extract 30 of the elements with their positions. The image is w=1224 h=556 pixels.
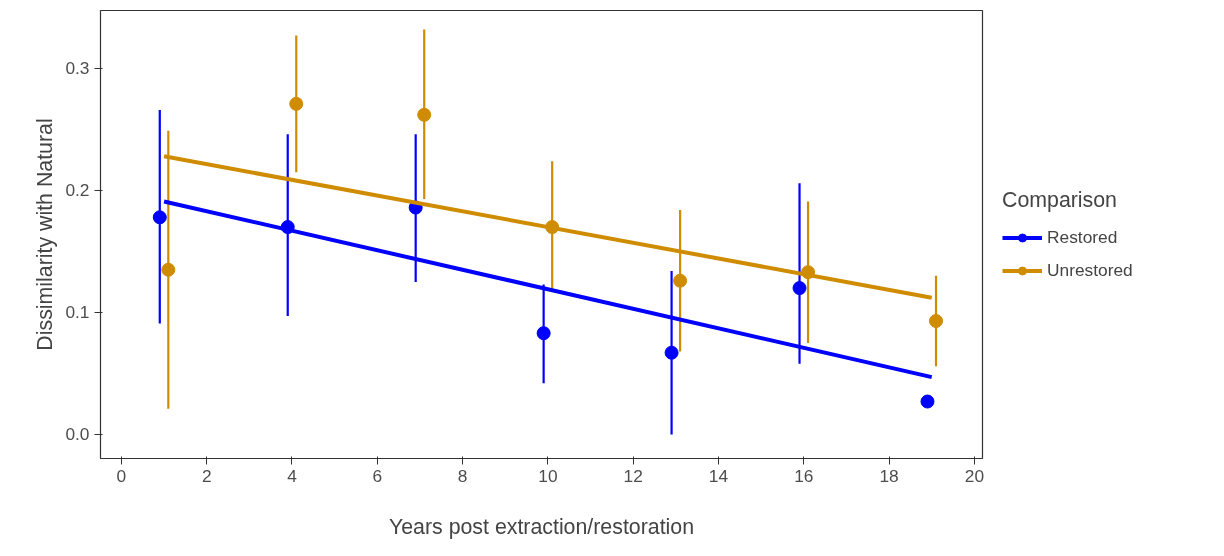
y-tick-label: 0.0	[65, 424, 90, 445]
legend-label: Unrestored	[1047, 259, 1133, 281]
x-tick-label: 18	[879, 465, 899, 486]
point	[417, 107, 432, 122]
point	[152, 210, 167, 225]
y-axis-title: Dissimilarity with Natural	[33, 118, 58, 351]
x-tick-label: 20	[964, 465, 985, 486]
x-tick-label: 0	[116, 465, 127, 486]
x-tick-label: 6	[372, 465, 383, 486]
y-tick-label: 0.3	[65, 58, 90, 79]
point	[792, 281, 807, 296]
legend-title: Comparison	[1002, 187, 1118, 213]
point	[673, 273, 688, 288]
legend-label: Restored	[1047, 226, 1118, 248]
point	[664, 345, 679, 360]
x-tick-label: 12	[623, 465, 643, 486]
x-axis-title: Years post extraction/restoration	[388, 514, 695, 539]
point	[161, 262, 176, 277]
x-tick-label: 16	[794, 465, 814, 486]
y-tick-label: 0.2	[65, 180, 90, 201]
point	[289, 96, 304, 111]
y-tick-label: 0.1	[65, 302, 90, 323]
x-tick-label: 8	[457, 465, 468, 486]
x-tick-label: 10	[538, 465, 558, 486]
x-tick-label: 2	[201, 465, 212, 486]
point	[536, 326, 551, 341]
x-tick-label: 14	[708, 465, 729, 486]
x-tick-label: 4	[287, 465, 298, 486]
point	[929, 314, 944, 328]
point	[920, 394, 935, 409]
